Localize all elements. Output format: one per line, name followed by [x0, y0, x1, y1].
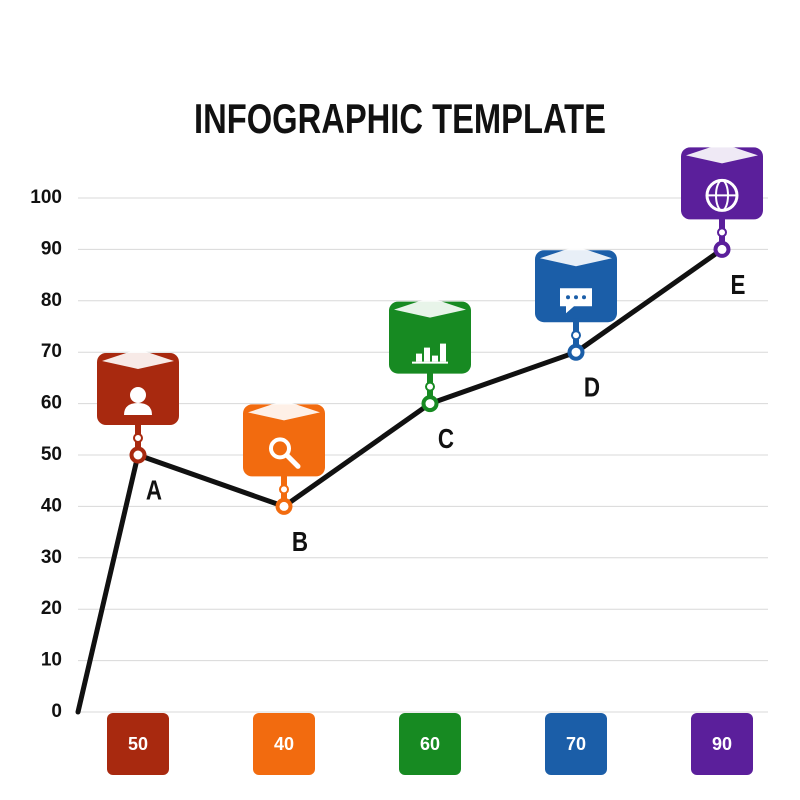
value-label: 60 — [420, 734, 440, 754]
point-label: C — [438, 424, 454, 455]
value-label: 40 — [274, 734, 294, 754]
icon — [424, 347, 430, 362]
marker-pin — [389, 297, 471, 413]
value-box — [253, 713, 315, 775]
y-tick-label: 60 — [41, 393, 62, 414]
value-label: 50 — [128, 734, 148, 754]
y-tick-label: 30 — [41, 547, 62, 568]
icon — [124, 403, 152, 415]
point — [421, 395, 439, 413]
y-tick-label: 80 — [41, 290, 62, 311]
marker-pin — [243, 400, 325, 515]
icon — [560, 288, 592, 314]
point-label: E — [731, 270, 746, 301]
icon — [284, 452, 301, 469]
pin-dot — [425, 381, 435, 392]
lead-line — [75, 452, 141, 715]
icon-box-top — [540, 246, 612, 267]
icon — [130, 387, 146, 403]
y-tick-label: 90 — [41, 238, 62, 259]
y-tick-label: 70 — [41, 341, 62, 362]
pin-dot — [571, 330, 581, 341]
point-label: D — [584, 372, 600, 403]
y-tick-label: 10 — [41, 650, 62, 671]
marker-pin — [97, 349, 179, 464]
y-tick-label: 20 — [41, 598, 62, 619]
icon — [416, 353, 422, 362]
y-tick-label: 40 — [41, 495, 62, 516]
point — [713, 240, 731, 258]
chart-title: INFOGRAPHIC TEMPLATE — [194, 95, 606, 142]
pin-dot — [133, 433, 143, 443]
value-label: 70 — [566, 734, 586, 754]
pin-dot — [279, 484, 289, 495]
pin-dot — [717, 227, 727, 238]
point-label: B — [292, 527, 308, 558]
icon — [440, 343, 446, 362]
y-tick-label: 100 — [30, 187, 62, 208]
y-tick-label: 0 — [51, 701, 62, 722]
icon-box — [389, 301, 471, 374]
point — [275, 497, 293, 515]
marker-pin — [535, 246, 617, 361]
value-label: 90 — [712, 734, 732, 754]
icon — [566, 295, 570, 300]
icon — [432, 355, 438, 362]
y-tick-label: 50 — [41, 444, 62, 465]
icon-box-top — [102, 349, 174, 369]
icon-box-top — [394, 297, 466, 318]
icon — [574, 295, 578, 300]
value-box — [399, 713, 461, 775]
point-label: A — [146, 475, 162, 506]
icon-box-top — [248, 400, 320, 421]
icon-box — [535, 250, 617, 323]
point — [567, 343, 585, 361]
value-box — [107, 713, 169, 775]
icon — [269, 437, 291, 460]
marker-pin — [681, 143, 763, 258]
icon-box — [681, 147, 763, 220]
icon — [582, 295, 586, 300]
point — [129, 446, 147, 464]
value-box — [691, 713, 753, 775]
icon-box-top — [686, 143, 758, 164]
value-box — [545, 713, 607, 775]
